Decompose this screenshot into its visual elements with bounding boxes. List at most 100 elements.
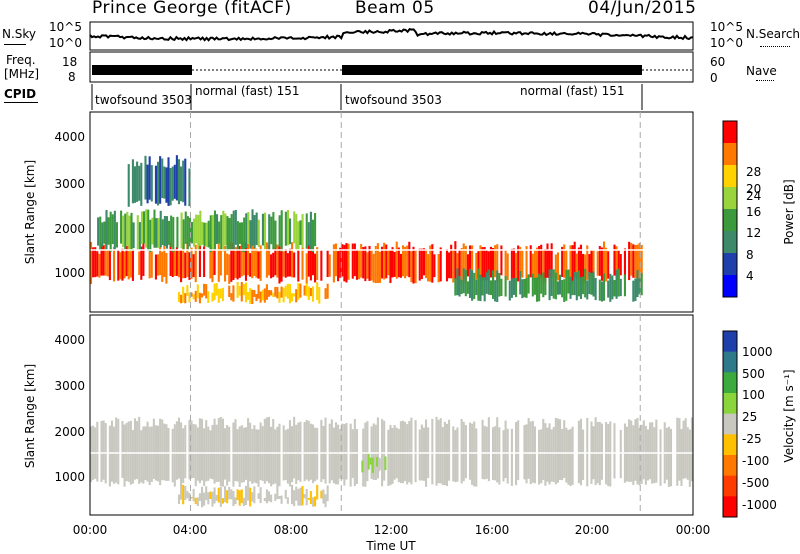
heatmap-cell [230, 489, 233, 500]
heatmap-cell [563, 279, 566, 302]
colorbar-swatch [723, 393, 737, 414]
heatmap-cell [437, 419, 440, 484]
heatmap-cell [244, 485, 248, 505]
heatmap-cell [263, 497, 266, 502]
heatmap-cell [257, 219, 260, 247]
heatmap-cell [406, 245, 409, 277]
heatmap-cell [376, 243, 379, 284]
velocity-y-axis: 4000 3000 2000 1000 [54, 333, 85, 484]
heatmap-cell [559, 274, 562, 295]
heatmap-cell [563, 244, 566, 278]
heatmap-cell [127, 421, 130, 482]
heatmap-cell [230, 293, 233, 301]
heatmap-cell [525, 246, 528, 282]
heatmap-cell [138, 251, 141, 275]
heatmap-cell [477, 268, 480, 301]
heatmap-cell [487, 269, 490, 295]
heatmap-cell [655, 419, 658, 483]
xtick-2: 08:00 [274, 523, 309, 537]
heatmap-cell [544, 249, 547, 283]
heatmap-cell [579, 244, 583, 280]
heatmap-cell [452, 426, 455, 482]
power-colorbar-label: Power [dB] [782, 179, 796, 244]
heatmap-cell [240, 282, 243, 302]
cpid-underline [4, 102, 38, 103]
heatmap-cell [349, 423, 352, 487]
heatmap-cell [121, 248, 124, 281]
heatmap-cell [299, 421, 302, 482]
heatmap-cell [230, 241, 233, 282]
heatmap-cell [140, 211, 144, 245]
vel-cbar-tick-100: 100 [742, 388, 765, 402]
heatmap-cell [439, 247, 442, 282]
heatmap-cell [251, 289, 254, 304]
power-ylabel: Slant Range [km] [23, 160, 37, 264]
heatmap-cell [188, 419, 191, 480]
heatmap-cell [238, 285, 241, 296]
heatmap-cell [464, 270, 467, 297]
heatmap-cell [301, 214, 304, 248]
heatmap-cell [435, 416, 438, 486]
heatmap-cell [177, 159, 181, 205]
heatmap-cell [211, 425, 214, 480]
heatmap-cell [322, 489, 325, 504]
heatmap-cell [195, 214, 198, 244]
heatmap-cell [238, 222, 242, 244]
heatmap-cell [205, 420, 208, 482]
heatmap-cell [232, 210, 235, 250]
heatmap-cell [171, 166, 174, 201]
heatmap-cell [175, 155, 178, 201]
freq-left-tick-bottom: 8 [68, 70, 76, 84]
heatmap-cell [642, 420, 645, 480]
heatmap-cell [353, 243, 356, 277]
heatmap-cell [559, 419, 562, 480]
heatmap-cell [259, 422, 262, 481]
heatmap-cell [276, 286, 279, 299]
heatmap-cell [326, 485, 329, 502]
heatmap-cell [309, 211, 312, 251]
heatmap-cell [309, 423, 312, 480]
heatmap-cell [584, 254, 587, 283]
heatmap-cell [280, 251, 283, 282]
heatmap-cell [217, 288, 220, 303]
heatmap-cell [548, 423, 551, 485]
heatmap-cell [270, 426, 273, 487]
heatmap-cell [378, 251, 382, 283]
heatmap-cell [632, 280, 635, 302]
heatmap-cell [272, 212, 275, 250]
heatmap-cell [209, 430, 212, 479]
heatmap-cell [276, 485, 279, 500]
heatmap-cell [270, 254, 273, 279]
cpid-label: CPID [4, 87, 37, 101]
heatmap-cell [96, 421, 99, 482]
heatmap-cell [198, 493, 201, 501]
heatmap-cell [401, 420, 405, 484]
heatmap-cell [184, 293, 187, 304]
heatmap-cell [240, 489, 243, 504]
heatmap-cell [590, 272, 593, 295]
heatmap-cell [154, 165, 157, 204]
heatmap-cell [429, 245, 432, 282]
heatmap-cell [161, 251, 164, 282]
heatmap-cell [314, 213, 317, 247]
heatmap-cell [230, 214, 233, 250]
heatmap-cell [383, 420, 386, 481]
heatmap-cell [177, 249, 181, 278]
heatmap-cell [653, 427, 656, 484]
heatmap-cell [448, 252, 451, 279]
heatmap-cell [218, 221, 221, 244]
heatmap-cell [324, 494, 327, 508]
heatmap-cell [96, 251, 99, 277]
date-title: 04/Jun/2015 [588, 0, 697, 18]
heatmap-cell [103, 221, 106, 244]
heatmap-cell [259, 291, 262, 303]
heatmap-cell [510, 248, 513, 281]
heatmap-cell [471, 423, 474, 485]
heatmap-cell [123, 424, 126, 487]
cpid-segment-1: twofsound 3503 [95, 93, 192, 107]
heatmap-cell [236, 489, 239, 501]
heatmap-cell [395, 241, 398, 279]
heatmap-cell [355, 429, 358, 484]
heatmap-cell [136, 421, 139, 480]
heatmap-cell [133, 418, 137, 480]
